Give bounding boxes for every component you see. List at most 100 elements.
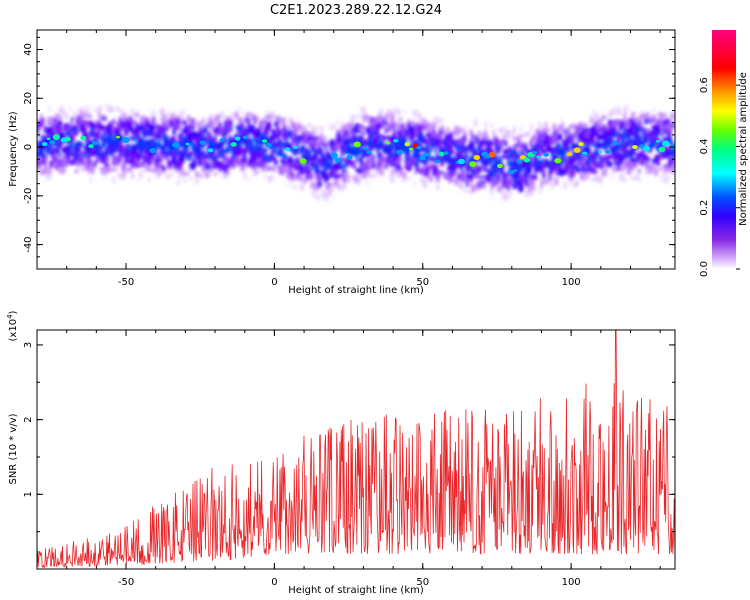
- heat-cell: [521, 134, 525, 138]
- heat-cell: [110, 131, 114, 137]
- heat-cell: [172, 111, 176, 119]
- heat-cell: [541, 127, 547, 132]
- heat-cell: [263, 154, 268, 162]
- heat-cell: [310, 165, 313, 171]
- heat-cell: [469, 164, 473, 173]
- heat-cell: [551, 159, 557, 167]
- heat-peak: [412, 143, 418, 148]
- heat-cell: [82, 152, 87, 158]
- heat-cell: [176, 169, 180, 174]
- heat-cell: [310, 181, 316, 189]
- heat-cell: [613, 106, 616, 114]
- heat-cell: [445, 159, 451, 164]
- heat-cell: [224, 154, 228, 163]
- heat-cell: [498, 142, 502, 147]
- heat-cell: [268, 175, 272, 184]
- heat-cell: [428, 124, 432, 132]
- heat-cell: [172, 129, 176, 136]
- heat-cell: [382, 121, 386, 127]
- heat-cell: [317, 148, 322, 156]
- heat-cell: [236, 147, 241, 153]
- heat-cell: [453, 157, 456, 161]
- heat-cell: [160, 109, 164, 115]
- heat-cell: [49, 116, 54, 120]
- heat-cell: [563, 156, 566, 162]
- heat-cell: [600, 109, 604, 114]
- heat-cell: [529, 141, 534, 147]
- heat-cell: [236, 152, 241, 157]
- heat-cell: [658, 167, 662, 172]
- heat-cell: [124, 144, 128, 150]
- heat-cell: [467, 179, 471, 187]
- heat-cell: [509, 146, 512, 151]
- heat-cell: [326, 141, 330, 146]
- heat-cell: [359, 156, 364, 163]
- heat-cell: [172, 146, 176, 155]
- heat-cell: [150, 141, 156, 147]
- heat-cell: [435, 173, 440, 177]
- heat-cell: [112, 145, 116, 154]
- heat-cell: [276, 127, 279, 133]
- heat-cell: [607, 154, 613, 160]
- heat-cell: [245, 164, 249, 168]
- heat-cell: [514, 175, 520, 179]
- heat-cell: [115, 158, 121, 166]
- heat-peak: [543, 152, 549, 157]
- heat-cell: [519, 149, 523, 154]
- heat-cell: [603, 155, 609, 163]
- heat-cell: [303, 147, 307, 151]
- heat-cell: [166, 119, 170, 127]
- heat-cell: [74, 128, 79, 133]
- heat-peak: [408, 147, 414, 151]
- snr-ylabel: SNR (10 * v/v): [8, 413, 19, 484]
- heat-cell: [79, 107, 82, 112]
- heat-cell: [589, 137, 594, 144]
- heat-cell: [105, 166, 110, 174]
- heat-cell: [630, 112, 636, 118]
- heat-cell: [274, 145, 278, 150]
- heat-cell: [522, 161, 528, 170]
- heat-cell: [646, 138, 649, 143]
- heat-cell: [297, 122, 300, 128]
- heat-cell: [545, 140, 551, 149]
- heat-cell: [351, 122, 354, 127]
- heat-cell: [37, 156, 39, 161]
- heat-cell: [192, 146, 197, 153]
- heat-cell: [190, 142, 195, 151]
- heat-cell: [154, 140, 157, 146]
- heat-cell: [140, 115, 146, 122]
- heat-cell: [213, 162, 218, 170]
- heat-cell: [649, 132, 655, 140]
- heat-cell: [323, 158, 328, 163]
- heat-cell: [74, 132, 79, 136]
- heat-cell: [618, 161, 623, 165]
- heat-cell: [493, 160, 499, 166]
- heat-cell: [433, 133, 439, 140]
- heat-cell: [153, 166, 157, 171]
- heat-cell: [463, 160, 467, 167]
- heat-cell: [439, 130, 445, 135]
- heat-cell: [283, 165, 289, 173]
- heat-cell: [616, 163, 621, 172]
- heat-cell: [89, 104, 93, 113]
- heat-cell: [226, 147, 231, 154]
- heat-cell: [344, 160, 349, 168]
- heat-peak: [582, 151, 588, 155]
- heat-cell: [365, 152, 369, 157]
- heat-cell: [111, 127, 117, 132]
- heat-cell: [609, 173, 615, 180]
- heat-cell: [384, 143, 388, 150]
- heat-cell: [336, 182, 340, 189]
- heat-cell: [100, 137, 106, 141]
- heat-cell: [296, 118, 302, 125]
- heat-cell: [467, 166, 471, 172]
- heat-cell: [305, 164, 309, 173]
- heat-cell: [403, 177, 407, 182]
- heat-cell: [602, 163, 607, 167]
- heat-cell: [461, 157, 464, 161]
- heat-cell: [618, 157, 623, 162]
- heat-cell: [212, 138, 215, 142]
- heat-cell: [201, 118, 205, 126]
- heat-cell: [565, 182, 568, 190]
